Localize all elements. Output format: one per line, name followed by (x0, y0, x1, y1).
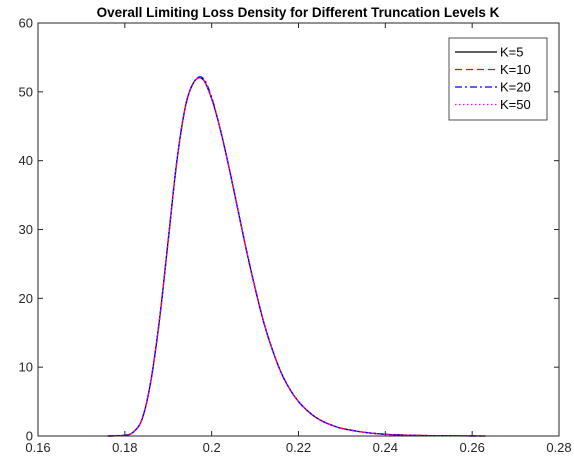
legend-label-2: K=10 (500, 62, 531, 77)
y-tick-label: 50 (19, 84, 33, 99)
x-tick-label: 0.26 (460, 440, 485, 455)
y-tick-label: 30 (19, 222, 33, 237)
y-tick-label: 40 (19, 153, 33, 168)
series-group (107, 76, 486, 437)
y-tick-label: 0 (26, 429, 33, 444)
x-tick-label: 0.2 (203, 440, 221, 455)
x-tick-label: 0.16 (25, 440, 50, 455)
legend-label-1: K=5 (500, 45, 524, 60)
chart-title: Overall Limiting Loss Density for Differ… (97, 5, 500, 20)
x-tick-label: 0.22 (286, 440, 311, 455)
y-tick-label: 10 (19, 360, 33, 375)
legend-label-4: K=50 (500, 97, 531, 112)
axes-group: 0.16 0.18 0.2 0.22 0.24 0.26 0.28 0 10 20 30 40 50 60 (19, 16, 572, 456)
y-tick-label: 60 (19, 16, 33, 31)
x-tick-label: 0.24 (373, 440, 398, 455)
x-tick-label: 0.18 (112, 440, 137, 455)
legend-box (448, 37, 548, 121)
series-line-4 (107, 77, 486, 437)
legend-label-3: K=20 (500, 80, 531, 95)
x-tick-label: 0.28 (546, 440, 571, 455)
legend: K=5 K=10 K=20 K=50 (448, 37, 548, 121)
y-tick-label: 20 (19, 291, 33, 306)
